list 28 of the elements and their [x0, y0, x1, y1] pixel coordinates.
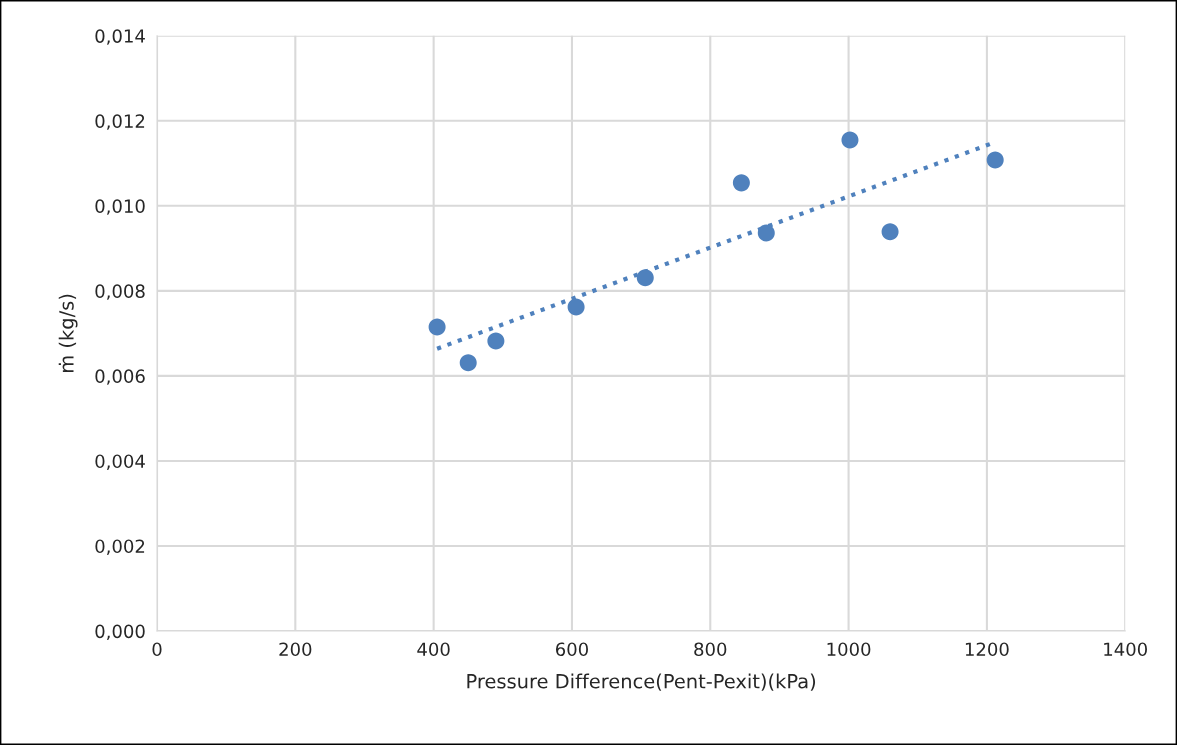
point: [757, 224, 775, 242]
point: [487, 332, 505, 350]
point: [636, 269, 654, 287]
x-tick-label: 400: [417, 642, 450, 657]
x-tick-label: 1400: [1104, 642, 1147, 657]
point: [567, 298, 585, 316]
y-tick-label: 0,004: [95, 454, 145, 470]
point: [732, 174, 750, 192]
y-axis-title: ṁ (kg/s): [58, 294, 78, 372]
y-tick-label: 0,002: [95, 539, 145, 555]
y-tick-label: 0,000: [95, 624, 145, 640]
x-tick-label: 200: [279, 642, 312, 657]
y-tick-label: 0,010: [95, 199, 145, 215]
point: [881, 223, 899, 241]
y-tick-label: 0,014: [95, 29, 145, 45]
point: [428, 318, 446, 336]
x-tick-label: 0: [152, 642, 162, 657]
y-tick-label: 0,012: [95, 114, 145, 130]
y-tick-label: 0,008: [95, 284, 145, 300]
x-tick-label: 1200: [965, 642, 1009, 657]
x-tick-label: 600: [555, 642, 588, 657]
point: [986, 151, 1004, 169]
x-tick-label: 800: [694, 642, 727, 657]
point: [459, 354, 477, 372]
x-axis-title: Pressure Difference(Pent-Pexit)(kPa): [467, 673, 816, 691]
x-tick-label: 1000: [827, 642, 871, 657]
y-tick-label: 0,006: [95, 369, 145, 385]
point: [841, 131, 859, 149]
